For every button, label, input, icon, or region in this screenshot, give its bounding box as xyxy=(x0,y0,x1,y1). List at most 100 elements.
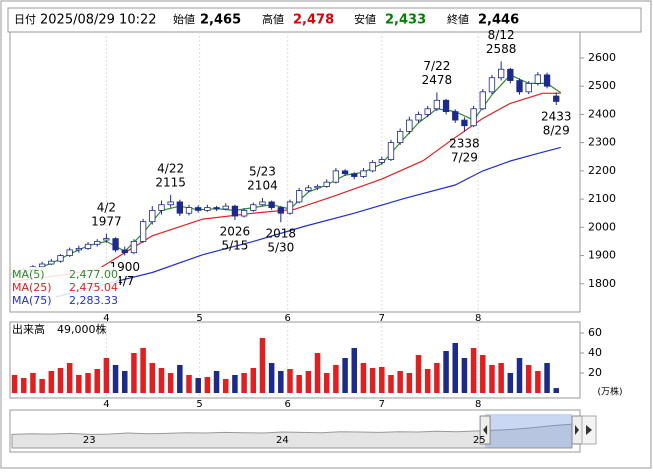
candle-body xyxy=(387,142,395,160)
annotation-date: 7/29 xyxy=(451,150,478,164)
volume-bar xyxy=(222,379,229,393)
header-label: 日付 xyxy=(14,13,36,26)
volume-bar xyxy=(323,373,330,393)
scroll-arrow xyxy=(586,425,592,435)
candle-body xyxy=(415,114,422,121)
y-tick-label: 2000 xyxy=(588,220,616,233)
x-tick-label: 5 xyxy=(196,399,202,410)
candle-body xyxy=(516,80,523,93)
volume-bar xyxy=(544,363,550,393)
candle-body xyxy=(139,221,147,242)
candle-body xyxy=(286,201,294,214)
annotation-price: 2338 xyxy=(449,136,480,150)
y-tick-label: 1900 xyxy=(588,249,616,262)
volume-bar xyxy=(360,363,367,393)
volume-bar xyxy=(287,369,293,393)
x-tick-label: 6 xyxy=(285,399,291,410)
candle-body xyxy=(378,159,385,163)
volume-bar xyxy=(434,363,440,393)
legend-name: MA(5) xyxy=(12,268,45,281)
volume-bar xyxy=(232,375,238,393)
candle-body xyxy=(94,241,101,245)
candle-body xyxy=(250,204,257,211)
candle-body xyxy=(406,119,413,132)
candle-body xyxy=(497,68,505,79)
volume-bar xyxy=(489,365,495,393)
header-value: 2,465 xyxy=(200,13,241,28)
annotation-date: 4/2 xyxy=(97,200,116,214)
legend-value: 2,477.00 xyxy=(69,268,118,281)
candle-body xyxy=(158,204,165,211)
header-value: 2,478 xyxy=(293,13,334,28)
x-tick-label: 8 xyxy=(475,313,481,324)
candle-body xyxy=(488,77,496,93)
volume-bar xyxy=(259,338,266,393)
volume-bar xyxy=(112,365,119,393)
x-tick-label: 8 xyxy=(475,399,481,410)
volume-bar xyxy=(131,353,137,393)
header-label: 始値 xyxy=(173,12,195,26)
volume-unit: (万株) xyxy=(597,386,622,398)
header-label: 高値 xyxy=(262,12,284,26)
volume-bar xyxy=(498,363,504,393)
y-tick-label: 2300 xyxy=(588,136,616,149)
candle-body xyxy=(167,201,174,206)
annotation-price: 2115 xyxy=(155,175,186,189)
candle-body xyxy=(103,238,110,241)
volume-bar xyxy=(278,371,284,393)
volume-bar xyxy=(507,373,514,393)
y-tick-label: 2400 xyxy=(588,107,616,120)
volume-bar xyxy=(388,375,394,393)
candle-body xyxy=(112,238,119,251)
candle-body xyxy=(543,74,551,87)
header-datetime: 2025/08/29 10:22 xyxy=(40,13,157,28)
volume-bar xyxy=(268,363,275,393)
y-tick-label: 60 xyxy=(588,326,602,339)
header-label: 終値 xyxy=(447,12,469,26)
volume-bar xyxy=(333,365,339,393)
volume-bar xyxy=(415,355,422,393)
y-tick-label: 1800 xyxy=(588,277,616,290)
x-tick-label: 4 xyxy=(103,399,109,410)
legend-name: MA(25) xyxy=(12,281,52,294)
navigator-window xyxy=(485,414,572,448)
annotation-date: 7/22 xyxy=(423,59,450,73)
annotation-date: 4/7 xyxy=(115,274,134,288)
volume-bar xyxy=(351,348,358,393)
candle-body xyxy=(57,255,64,262)
volume-bar xyxy=(140,348,146,393)
ma-line xyxy=(14,92,561,282)
annotation-date: 4/22 xyxy=(157,161,184,175)
volume-bar xyxy=(470,348,477,393)
candle-body xyxy=(268,201,275,208)
candle-body xyxy=(48,260,55,265)
candle-body xyxy=(231,205,239,217)
annotation-price: 2018 xyxy=(266,227,297,241)
annotation-price: 2588 xyxy=(486,42,517,56)
volume-bar xyxy=(177,365,183,393)
annotation-date: 5/23 xyxy=(249,164,276,178)
annotation-price: 2026 xyxy=(220,224,251,238)
x-tick-label: 4 xyxy=(103,313,109,324)
annotation-date: 8/29 xyxy=(543,124,570,138)
x-tick-label: 7 xyxy=(379,399,385,410)
candle-body xyxy=(351,173,358,177)
annotation-date: 8/12 xyxy=(488,28,515,42)
candle-body xyxy=(130,241,138,254)
volume-bar xyxy=(535,371,541,393)
volume-bar xyxy=(397,371,403,393)
x-tick-label: 6 xyxy=(285,313,291,324)
volume-bar xyxy=(213,371,220,393)
volume-title: 出来高 xyxy=(12,322,45,336)
candle-body xyxy=(75,248,83,251)
candle-body xyxy=(341,170,349,175)
annotation-date: 5/30 xyxy=(267,241,294,255)
volume-bar xyxy=(21,378,27,393)
navigator-label: 24 xyxy=(276,435,289,446)
candle-body xyxy=(84,243,92,249)
candle-body xyxy=(305,187,312,192)
candle-body xyxy=(204,207,211,211)
candle-body xyxy=(507,68,514,81)
y-tick-label: 20 xyxy=(588,366,602,379)
